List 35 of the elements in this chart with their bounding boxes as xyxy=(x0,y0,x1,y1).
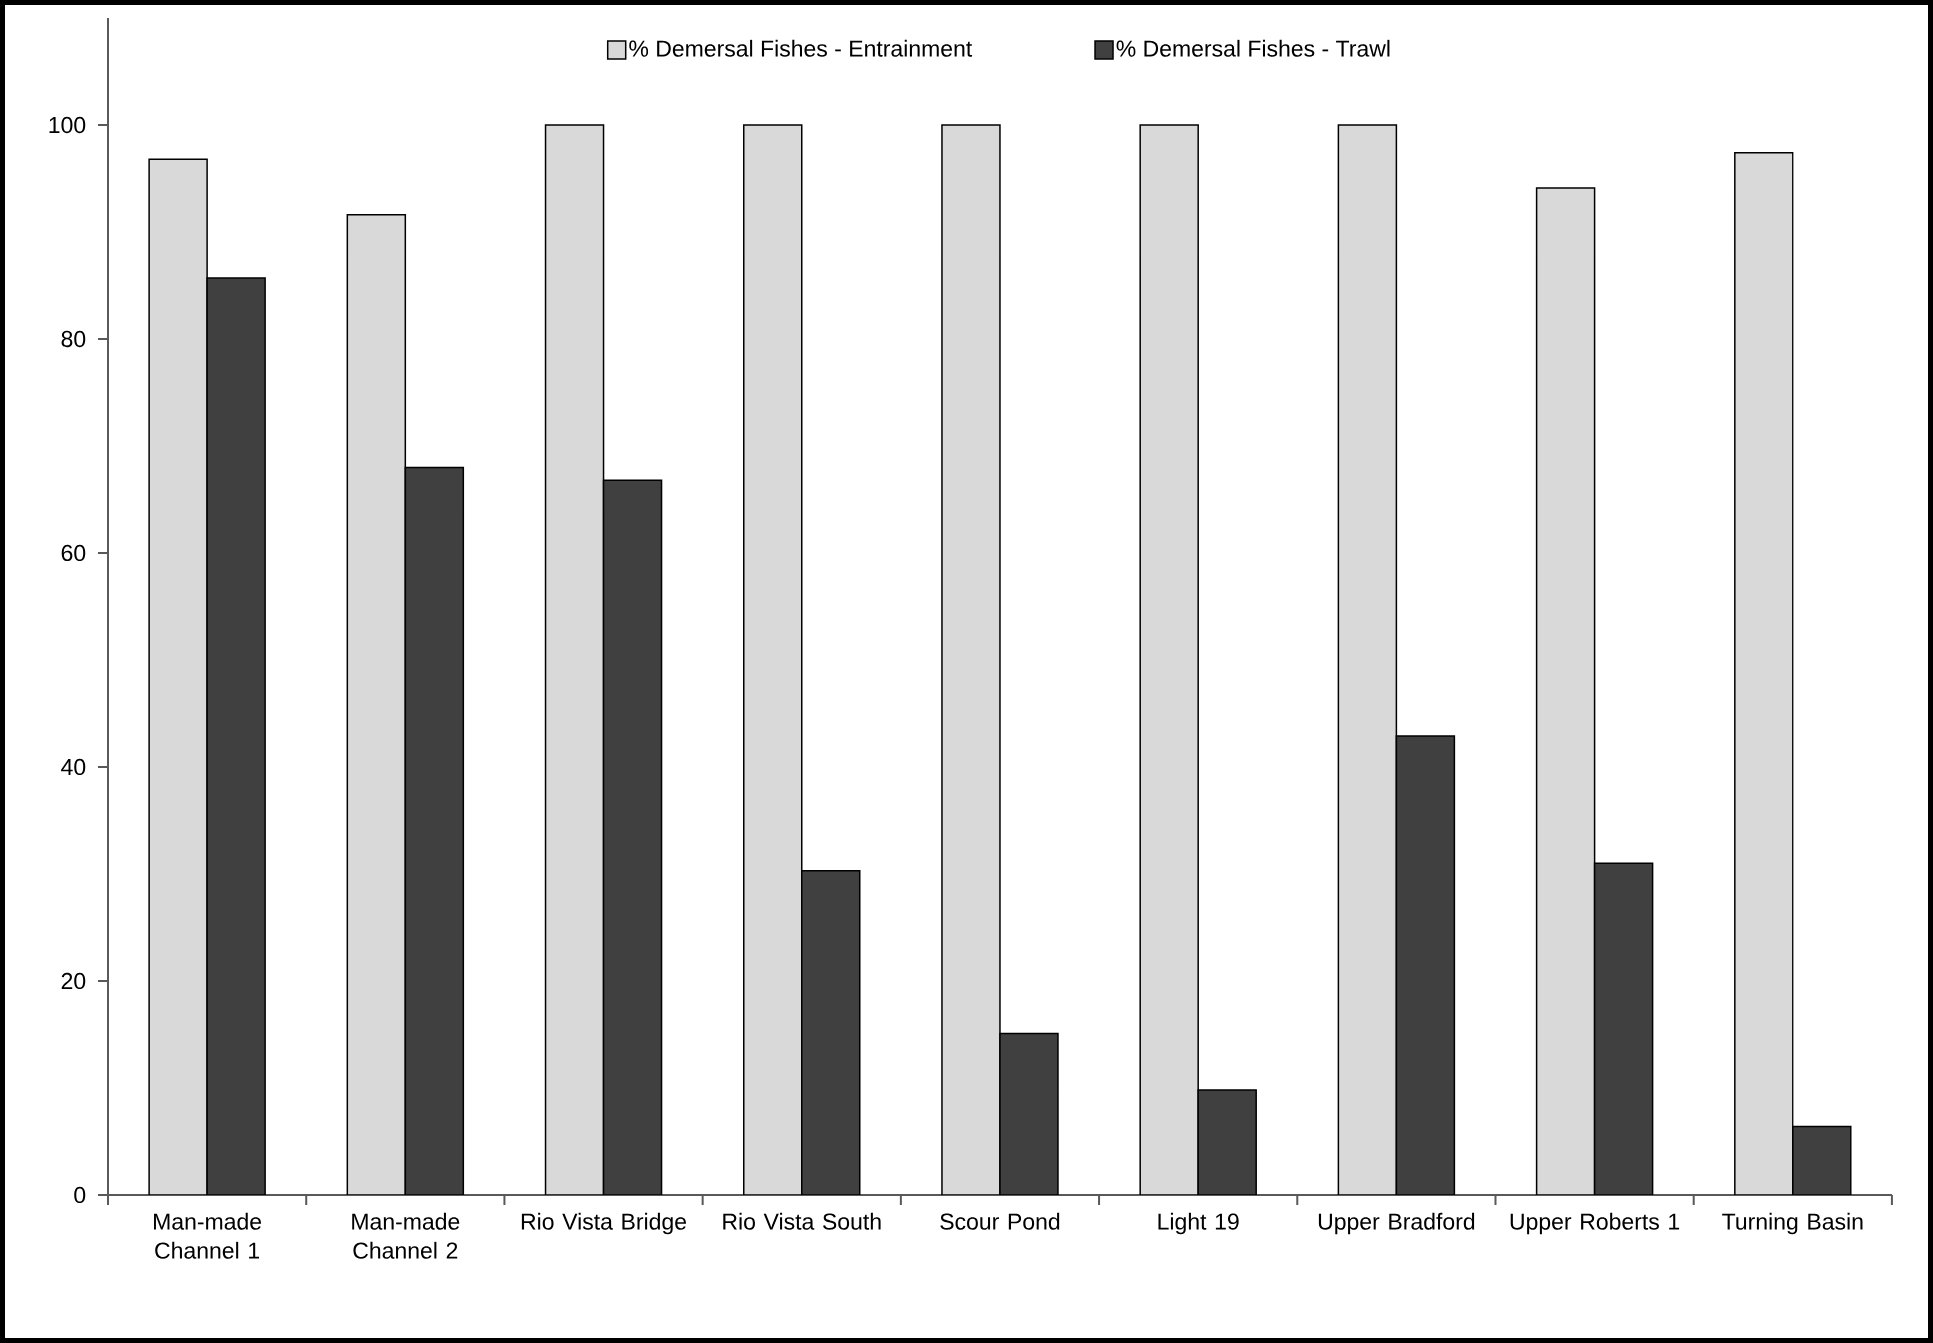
legend-label: % Demersal Fishes - Entrainment xyxy=(629,39,973,57)
bar xyxy=(743,124,803,1195)
bar xyxy=(544,124,605,1195)
y-tick-label: 0 xyxy=(74,1186,86,1204)
bar xyxy=(206,277,266,1195)
x-tick-label: Man-made Channel 1 xyxy=(154,1212,262,1259)
legend-label: % Demersal Fishes - Trawl xyxy=(1116,39,1390,57)
bar xyxy=(346,214,407,1195)
bar xyxy=(999,1032,1059,1195)
y-tick-label: 80 xyxy=(61,330,86,348)
y-tick-label: 60 xyxy=(61,544,86,562)
x-tick-label: Rio Vista Bridge xyxy=(521,1212,687,1235)
bar xyxy=(941,124,1001,1195)
bar xyxy=(1535,187,1596,1195)
bar xyxy=(1395,735,1456,1195)
bar xyxy=(1197,1089,1257,1195)
bar xyxy=(1593,862,1654,1195)
bar xyxy=(404,466,465,1195)
x-tick-label: Turning Basin xyxy=(1722,1212,1863,1235)
x-tick-label: Man-made Channel 2 xyxy=(352,1212,460,1259)
x-tick-label: Upper Bradford xyxy=(1318,1212,1475,1235)
bar xyxy=(602,479,663,1195)
x-tick-label: Scour Pond xyxy=(940,1212,1060,1230)
bar xyxy=(1792,1125,1852,1195)
y-tick-label: 20 xyxy=(61,972,86,990)
y-tick-label: 100 xyxy=(49,116,86,134)
y-tick-label: 40 xyxy=(61,758,86,776)
bar xyxy=(1734,152,1794,1195)
x-tick-label: Light 19 xyxy=(1158,1212,1239,1235)
bar xyxy=(1139,124,1199,1195)
bar xyxy=(1337,124,1398,1195)
bar xyxy=(801,870,861,1195)
x-tick-label: Rio Vista South xyxy=(723,1212,881,1230)
x-tick-label: Upper Roberts 1 xyxy=(1510,1212,1680,1235)
bar xyxy=(148,158,208,1195)
